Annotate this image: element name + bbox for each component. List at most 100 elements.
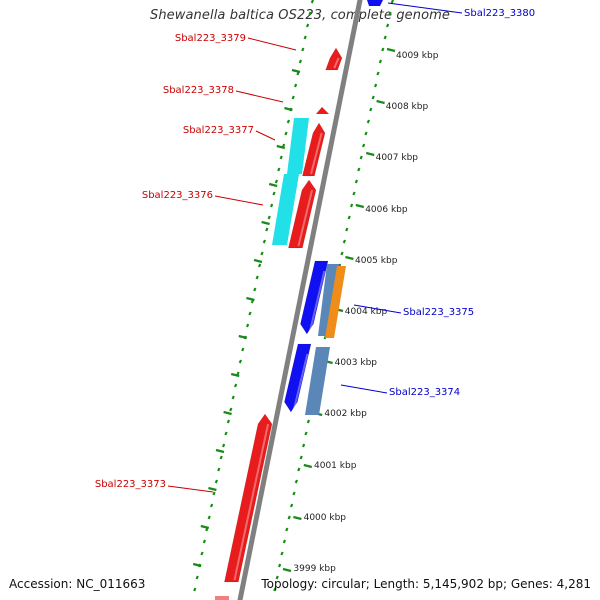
inner-ring-dot xyxy=(231,395,235,400)
gene-fragment xyxy=(215,596,229,600)
outer-ring-dot xyxy=(385,23,390,28)
inner-ring-dot xyxy=(267,215,271,220)
kbp-tick-label: 4000 kbp xyxy=(304,513,347,523)
gene-sbal223-3379-shade xyxy=(333,57,340,69)
inner-ring-dot xyxy=(298,59,303,64)
gene-label-leader xyxy=(247,37,297,51)
gene-blue-1-shade xyxy=(308,270,326,333)
kbp-tick-label: 4005 kbp xyxy=(355,256,398,266)
inner-ring-dot xyxy=(229,407,233,412)
gene-label: Sbal223_3375 xyxy=(403,307,474,318)
outer-ring-dot xyxy=(340,251,344,256)
outer-ring-dot xyxy=(297,467,301,472)
inner-ring-dot xyxy=(209,503,214,508)
gene-blue-2 xyxy=(284,343,312,413)
inner-ring-dot xyxy=(291,95,295,100)
gene-sbal223-3377-shade xyxy=(310,132,323,175)
outer-ring-dot xyxy=(373,83,378,88)
outer-ring-major-tick xyxy=(282,567,292,573)
outer-ring-dot xyxy=(287,515,291,520)
gene-blue-1 xyxy=(300,260,329,335)
outer-ring-dot xyxy=(378,59,383,64)
kbp-tick-label: 4007 kbp xyxy=(376,153,419,163)
outer-ring-dot xyxy=(273,587,277,592)
outer-ring-major-tick xyxy=(345,255,354,261)
inner-ring-dot xyxy=(257,263,262,268)
outer-ring-dot xyxy=(357,167,361,172)
inner-ring-dot xyxy=(305,23,310,28)
gene-label: Sbal223_3379 xyxy=(175,33,246,44)
gene-label-leader xyxy=(255,130,276,141)
outer-ring-dot xyxy=(282,539,287,544)
gene-sbal223-3375-orange xyxy=(325,266,346,338)
outer-ring-dot xyxy=(371,95,375,100)
inner-ring-dot xyxy=(293,83,298,88)
outer-ring-major-tick xyxy=(365,151,375,157)
gene-sbal223-3375-steel xyxy=(318,264,339,336)
gene-label: Sbal223_3378 xyxy=(163,85,234,96)
inner-ring-tick xyxy=(291,68,301,74)
inner-ring-dot xyxy=(310,0,315,4)
inner-ring-tick xyxy=(230,372,240,378)
inner-ring-dot xyxy=(224,431,228,436)
gene-label: Sbal223_3377 xyxy=(183,125,254,136)
map-title: Shewanella baltica OS223, complete genom… xyxy=(149,8,451,23)
outer-ring-dot xyxy=(285,527,289,532)
outer-ring-dot xyxy=(390,0,395,4)
outer-ring-major-tick xyxy=(376,99,385,105)
gene-sbal223-3380 xyxy=(367,0,383,6)
outer-ring-dot xyxy=(359,155,363,160)
outer-ring-dot xyxy=(301,443,306,448)
gene-sbal223-3373 xyxy=(224,413,273,583)
inner-ring-dot xyxy=(219,455,223,460)
kbp-tick-label: 4009 kbp xyxy=(396,51,439,61)
outer-ring-dot xyxy=(354,179,359,184)
gene-sbal223-3377 xyxy=(302,122,326,177)
inner-ring-dot xyxy=(238,359,243,364)
kbp-tick-label: 3999 kbp xyxy=(293,564,336,574)
inner-ring-dot xyxy=(279,155,283,160)
inner-ring-dot xyxy=(253,287,257,292)
outer-ring-dot xyxy=(299,455,303,460)
outer-ring-dot xyxy=(347,215,351,220)
inner-ring-dot xyxy=(308,11,312,16)
gene-label: Sbal223_3376 xyxy=(142,190,213,201)
inner-ring-dot xyxy=(217,467,221,472)
inner-ring-tick xyxy=(246,296,255,302)
outer-ring-dot xyxy=(361,143,366,148)
inner-ring-tick xyxy=(253,258,263,264)
inner-ring-tick xyxy=(238,334,248,340)
gene-label: Sbal223_3373 xyxy=(95,479,166,490)
inner-ring-dot xyxy=(248,311,252,316)
inner-ring-dot xyxy=(212,491,216,496)
gene-blue-2-shade xyxy=(292,353,309,411)
inner-ring-dot xyxy=(207,515,211,520)
inner-ring-dot xyxy=(260,251,264,256)
inner-ring-tick xyxy=(261,220,270,226)
kbp-tick-label: 4006 kbp xyxy=(365,205,408,215)
outer-ring-dot xyxy=(388,11,392,16)
inner-ring-tick xyxy=(276,144,286,150)
inner-ring-dot xyxy=(265,227,269,232)
inner-ring-tick xyxy=(223,410,232,416)
outer-ring-dot xyxy=(383,35,387,40)
outer-ring-dot xyxy=(304,431,308,436)
gene-label: Sbal223_3374 xyxy=(389,387,460,398)
kbp-tick-label: 4002 kbp xyxy=(324,409,367,419)
outer-ring-dot xyxy=(381,47,385,52)
outer-ring-dot xyxy=(366,119,371,124)
kbp-tick-label: 4001 kbp xyxy=(314,461,357,471)
inner-ring-dot xyxy=(200,551,204,556)
outer-ring-dot xyxy=(369,107,373,112)
inner-ring-dot xyxy=(202,539,207,544)
inner-ring-dot xyxy=(241,347,245,352)
gene-label: Sbal223_3380 xyxy=(464,8,535,19)
inner-ring-dot xyxy=(193,587,197,592)
gene-sbal223-3373-shade xyxy=(233,423,270,581)
kbp-tick-label: 4004 kbp xyxy=(345,307,388,317)
inner-ring-dot xyxy=(301,47,305,52)
gene-label-leader xyxy=(353,304,402,314)
outer-ring-dot xyxy=(277,563,282,568)
kbp-tick-label: 4003 kbp xyxy=(335,358,378,368)
gene-label-leader xyxy=(167,485,214,493)
